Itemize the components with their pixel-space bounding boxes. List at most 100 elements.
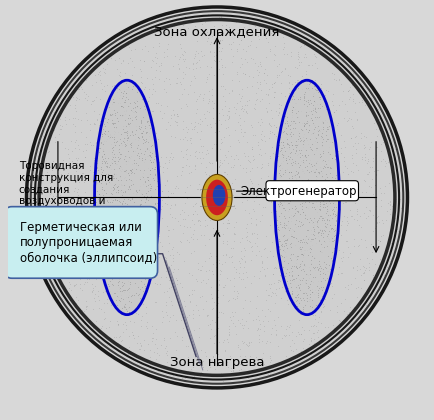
Point xyxy=(298,72,305,79)
Point xyxy=(253,316,260,323)
Point xyxy=(287,280,294,286)
Point xyxy=(320,135,327,142)
Point xyxy=(293,83,300,89)
Point xyxy=(106,162,113,169)
Point xyxy=(116,221,123,228)
Point xyxy=(137,238,144,245)
Point xyxy=(306,267,313,273)
Point xyxy=(197,293,204,300)
Point xyxy=(123,235,130,242)
Point xyxy=(286,80,293,87)
Point xyxy=(78,193,85,200)
Point xyxy=(295,169,302,176)
Point xyxy=(271,89,278,95)
Point xyxy=(168,150,175,156)
Point xyxy=(191,72,197,79)
Point xyxy=(112,340,118,347)
Point xyxy=(95,327,102,334)
Point xyxy=(148,224,155,231)
Point xyxy=(302,151,309,158)
Point xyxy=(309,102,316,109)
Point xyxy=(169,273,176,280)
Point xyxy=(303,111,310,118)
Point xyxy=(286,331,293,338)
Point xyxy=(150,58,157,64)
Point xyxy=(388,148,395,155)
Point xyxy=(117,155,124,162)
Point xyxy=(118,180,125,187)
Point xyxy=(148,194,155,201)
Point xyxy=(288,139,295,146)
Point xyxy=(319,287,326,294)
Point xyxy=(120,197,127,204)
Point xyxy=(128,128,135,134)
Point xyxy=(226,331,233,337)
Point xyxy=(329,265,336,272)
Point xyxy=(147,124,154,131)
Point xyxy=(297,260,304,267)
Point xyxy=(352,275,359,282)
Point xyxy=(186,223,193,230)
Point xyxy=(108,134,115,140)
Point xyxy=(181,48,187,55)
Point xyxy=(315,128,322,134)
Point xyxy=(229,38,236,45)
Point xyxy=(275,236,282,242)
Point xyxy=(93,216,100,223)
Point xyxy=(332,195,339,202)
Point xyxy=(291,210,298,216)
Point xyxy=(266,130,273,137)
Point xyxy=(72,223,79,229)
Point xyxy=(286,73,293,79)
Point xyxy=(375,213,381,220)
Point xyxy=(122,188,129,195)
Point xyxy=(334,179,341,186)
Point xyxy=(215,14,222,21)
Point xyxy=(280,157,287,164)
Point xyxy=(271,50,278,57)
Point xyxy=(102,266,109,273)
Point xyxy=(82,134,89,141)
Point xyxy=(355,84,362,91)
Point xyxy=(186,134,193,141)
Point xyxy=(312,264,319,271)
Point xyxy=(303,146,310,153)
Point xyxy=(155,168,161,174)
Point xyxy=(190,364,197,371)
Point xyxy=(203,164,210,171)
Point xyxy=(106,250,113,257)
Point xyxy=(286,362,293,369)
Point xyxy=(62,116,69,123)
Point xyxy=(163,222,170,229)
Point xyxy=(342,100,349,107)
Point xyxy=(289,118,296,124)
Point xyxy=(307,131,314,138)
Point xyxy=(117,102,124,109)
Point xyxy=(233,330,240,337)
Point xyxy=(133,159,140,166)
Point xyxy=(170,257,177,264)
Point xyxy=(282,65,289,71)
Point xyxy=(208,63,215,70)
Point xyxy=(83,76,90,83)
Point xyxy=(164,201,171,208)
Point xyxy=(65,145,72,152)
Point xyxy=(303,271,310,278)
Point xyxy=(319,204,326,211)
Point xyxy=(124,234,131,241)
Point xyxy=(70,114,77,121)
Point xyxy=(331,152,338,159)
Point xyxy=(370,155,377,161)
Point xyxy=(227,353,233,360)
Point xyxy=(306,295,312,302)
Point xyxy=(120,87,127,94)
Point xyxy=(332,152,339,158)
Point xyxy=(221,169,228,176)
Point xyxy=(91,97,98,103)
Point xyxy=(198,292,205,299)
Point xyxy=(125,171,132,178)
Point xyxy=(305,284,312,291)
Point xyxy=(282,221,289,228)
Point xyxy=(301,100,308,107)
Point xyxy=(61,288,68,294)
